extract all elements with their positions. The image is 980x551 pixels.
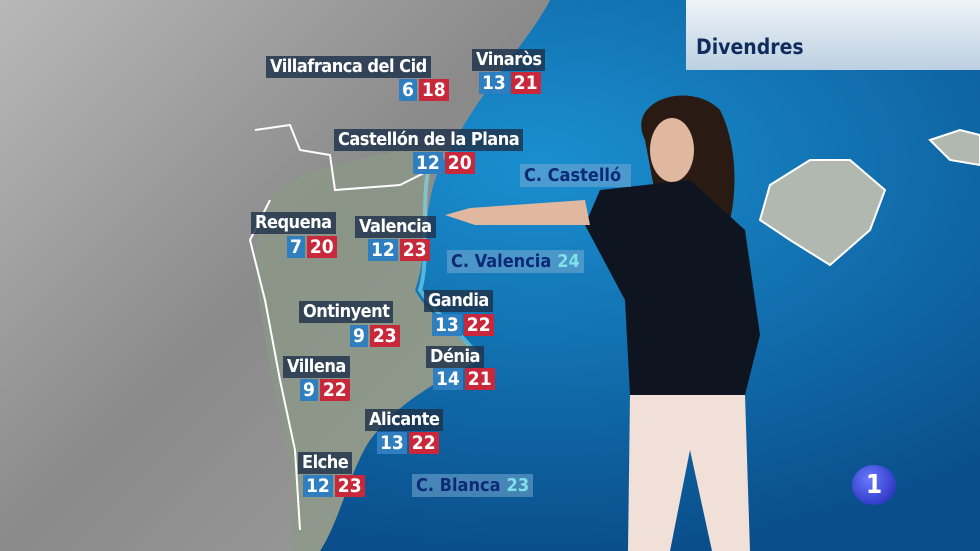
min-temp: 9 (300, 379, 318, 401)
city-label: Vinaròs (472, 49, 546, 71)
sea-label: C. Castelló (520, 164, 632, 187)
city-temps: 12 23 (303, 475, 365, 497)
city-temps: 13 22 (432, 314, 494, 336)
max-temp: 22 (463, 314, 494, 336)
city-temps: 13 21 (479, 72, 541, 94)
sea-name: C. Blanca (416, 475, 501, 496)
max-temp: 23 (334, 475, 365, 497)
presenter (445, 95, 760, 551)
max-temp: 22 (408, 432, 439, 454)
sea-label: C. Blanca 23 (412, 474, 534, 497)
max-temp: 20 (306, 236, 337, 258)
city-label: Ontinyent (299, 301, 394, 323)
mallorca-island (758, 159, 887, 267)
min-temp: 12 (413, 152, 443, 174)
city-label: Gandia (424, 290, 493, 312)
max-temp: 21 (464, 368, 495, 390)
min-temp: 6 (399, 79, 417, 101)
max-temp: 23 (369, 325, 400, 347)
min-temp: 13 (479, 72, 509, 94)
sea-label: C. Valencia 24 (447, 250, 584, 273)
sea-name: C. Valencia (451, 251, 552, 272)
city-temps: 13 22 (377, 432, 439, 454)
sea-temp: 24 (557, 251, 580, 272)
max-temp: 20 (444, 152, 475, 174)
city-label: Villena (283, 356, 350, 378)
city-label: Valencia (355, 216, 436, 238)
city-label: Villafranca del Cid (266, 56, 431, 78)
menorca-island (928, 128, 980, 167)
city-temps: 12 20 (413, 152, 475, 174)
city-label: Elche (298, 452, 353, 474)
min-temp: 12 (303, 475, 333, 497)
max-temp: 21 (510, 72, 541, 94)
max-temp: 23 (399, 239, 430, 261)
min-temp: 7 (287, 236, 305, 258)
day-title: Divendres (686, 0, 980, 70)
city-label: Requena (251, 212, 336, 234)
sea-temp: 23 (506, 475, 530, 496)
channel-logo: 1 (852, 465, 896, 505)
max-temp: 22 (319, 379, 350, 401)
city-label: Castellón de la Plana (334, 129, 524, 151)
city-label: Alicante (365, 409, 444, 431)
city-temps: 14 21 (433, 368, 495, 390)
sea-name: C. Castelló (524, 165, 622, 186)
city-temps: 6 18 (399, 79, 449, 101)
city-temps: 12 23 (368, 239, 430, 261)
max-temp: 18 (418, 79, 449, 101)
min-temp: 13 (432, 314, 462, 336)
city-temps: 7 20 (287, 236, 337, 258)
city-temps: 9 22 (300, 379, 350, 401)
city-label: Dénia (426, 346, 484, 368)
min-temp: 14 (433, 368, 463, 390)
min-temp: 13 (377, 432, 407, 454)
min-temp: 12 (368, 239, 398, 261)
city-temps: 9 23 (350, 325, 400, 347)
min-temp: 9 (350, 325, 368, 347)
